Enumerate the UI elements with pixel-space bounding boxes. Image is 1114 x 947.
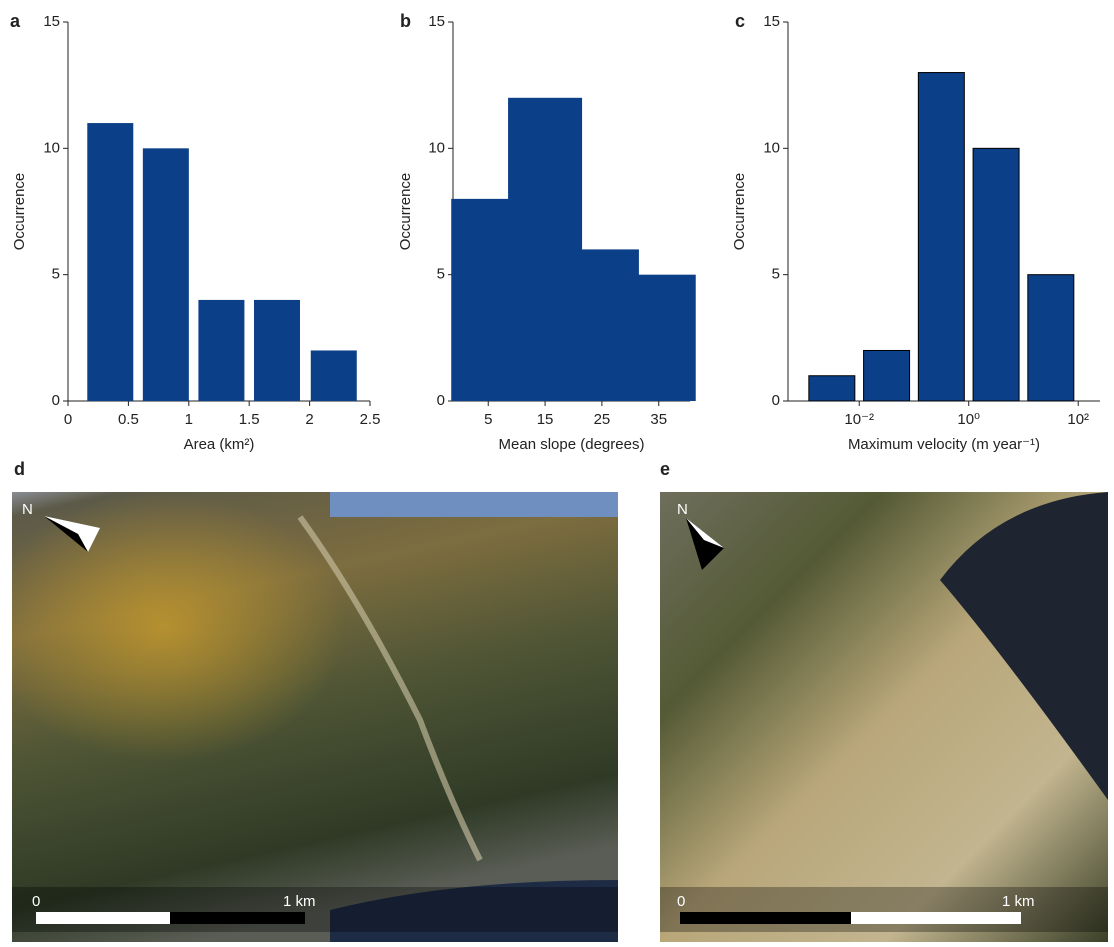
y-tick-label: 5: [772, 266, 780, 283]
panel-label: d: [14, 459, 25, 479]
x-axis-label: Maximum velocity (m year⁻¹): [848, 436, 1040, 453]
y-tick-label: 0: [437, 392, 445, 409]
bar: [809, 376, 855, 401]
bar: [87, 123, 133, 401]
x-tick-label: 1: [185, 411, 193, 428]
x-tick-label: 10²: [1067, 411, 1089, 428]
panel-label: e: [660, 459, 670, 479]
x-tick-label: 0.5: [118, 411, 139, 428]
bar: [1028, 275, 1074, 401]
bar: [864, 350, 910, 401]
y-tick-label: 0: [52, 392, 60, 409]
x-tick-label: 5: [484, 411, 492, 428]
y-tick-label: 10: [43, 139, 60, 156]
x-tick-label: 0: [64, 411, 72, 428]
x-tick-label: 15: [537, 411, 554, 428]
y-tick-label: 15: [43, 13, 60, 30]
bar: [311, 350, 357, 401]
panel-label: a: [10, 11, 21, 31]
bar: [143, 148, 189, 401]
y-tick-label: 10: [763, 139, 780, 156]
x-tick-label: 35: [650, 411, 667, 428]
x-tick-label: 25: [594, 411, 611, 428]
x-tick-label: 2: [305, 411, 313, 428]
north-label: N: [22, 501, 33, 518]
bar: [254, 300, 300, 401]
x-tick-label: 10⁻²: [844, 411, 874, 428]
bar: [973, 148, 1019, 401]
y-axis-label: Occurrence: [11, 173, 28, 251]
photo-e: [660, 492, 1108, 942]
figure: d e N N 0 1 km 0 1 km a 0 5 10 15 0 0.5 1 1.5 2 2.…: [0, 0, 1114, 942]
y-axis-label: Occurrence: [731, 173, 748, 251]
panel-label: c: [735, 11, 745, 31]
y-tick-label: 5: [52, 266, 60, 283]
bar: [622, 275, 696, 401]
x-axis-label: Mean slope (degrees): [499, 436, 645, 453]
x-tick-label: 10⁰: [957, 411, 980, 428]
scale-start: 0: [32, 893, 40, 910]
y-tick-label: 5: [437, 266, 445, 283]
x-tick-label: 1.5: [239, 411, 260, 428]
panel-label: b: [400, 11, 411, 31]
y-tick-label: 15: [428, 13, 445, 30]
x-tick-label: 2.5: [360, 411, 381, 428]
photo-d: [12, 492, 618, 942]
north-label: N: [677, 501, 688, 518]
scale-end: 1 km: [283, 893, 316, 910]
y-axis-label: Occurrence: [397, 173, 414, 251]
y-tick-label: 0: [772, 392, 780, 409]
scale-start: 0: [677, 893, 685, 910]
bar: [198, 300, 244, 401]
x-axis-label: Area (km²): [184, 436, 255, 453]
bar: [918, 73, 964, 401]
y-tick-label: 15: [763, 13, 780, 30]
scale-end: 1 km: [1002, 893, 1035, 910]
y-tick-label: 10: [428, 139, 445, 156]
